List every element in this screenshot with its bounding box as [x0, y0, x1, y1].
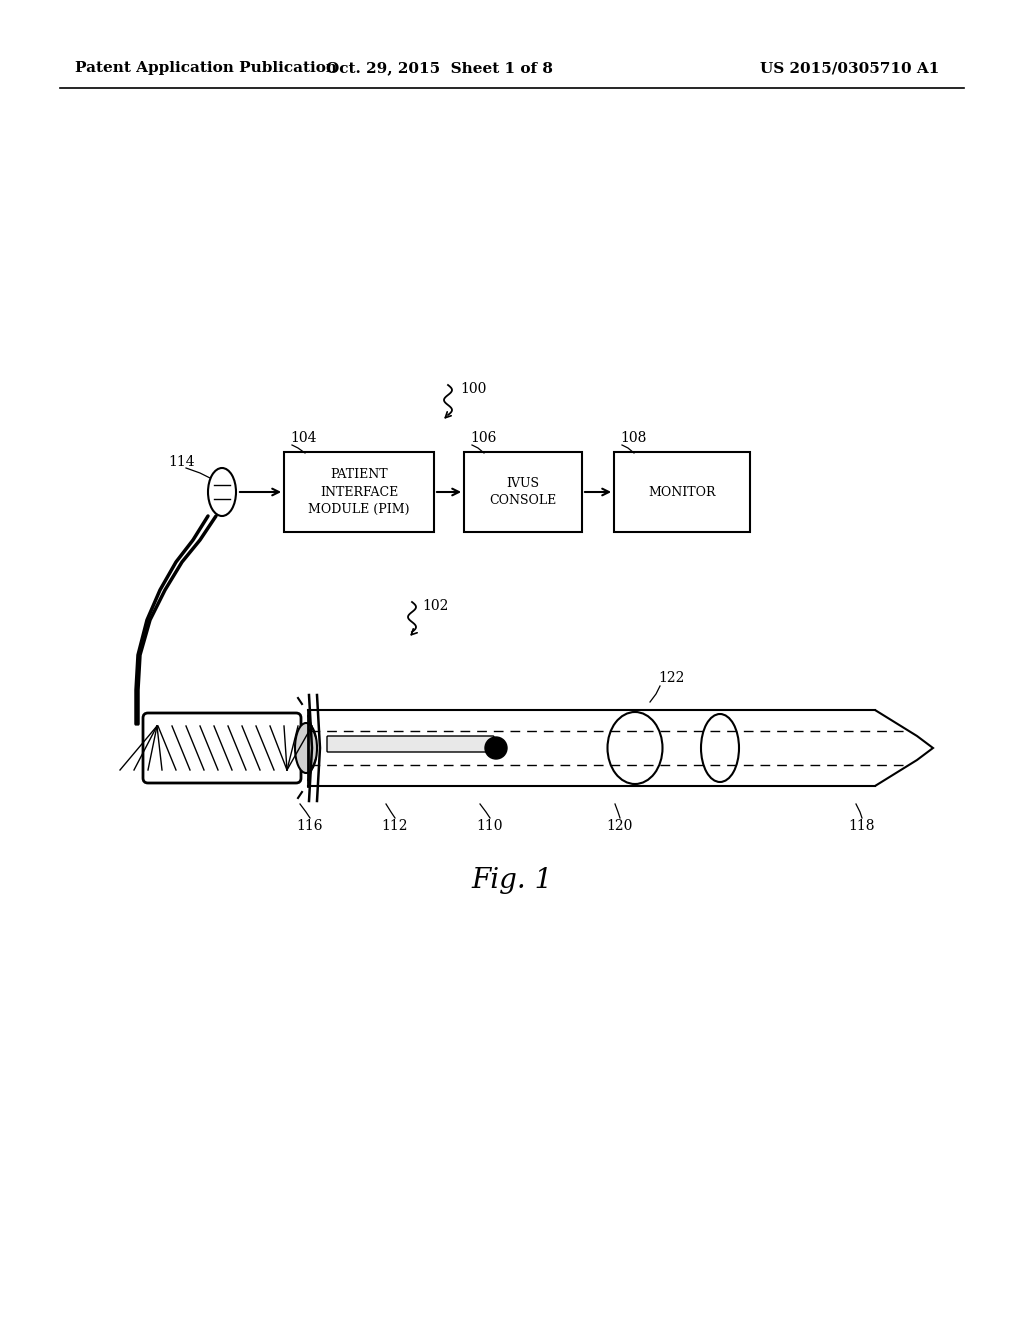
Text: Oct. 29, 2015  Sheet 1 of 8: Oct. 29, 2015 Sheet 1 of 8 [327, 61, 554, 75]
FancyBboxPatch shape [154, 723, 290, 772]
FancyBboxPatch shape [284, 451, 434, 532]
Ellipse shape [295, 723, 317, 774]
Text: 122: 122 [658, 671, 684, 685]
Text: PATIENT
INTERFACE
MODULE (PIM): PATIENT INTERFACE MODULE (PIM) [308, 469, 410, 516]
FancyBboxPatch shape [327, 737, 494, 752]
Text: 114: 114 [168, 455, 195, 469]
FancyBboxPatch shape [464, 451, 582, 532]
Text: 108: 108 [620, 432, 646, 445]
FancyBboxPatch shape [614, 451, 750, 532]
FancyBboxPatch shape [143, 713, 301, 783]
Text: Fig. 1: Fig. 1 [471, 866, 553, 894]
Text: MONITOR: MONITOR [648, 486, 716, 499]
Text: US 2015/0305710 A1: US 2015/0305710 A1 [760, 61, 939, 75]
Text: 118: 118 [849, 818, 876, 833]
Text: 102: 102 [422, 599, 449, 612]
Text: 120: 120 [607, 818, 633, 833]
Text: 116: 116 [297, 818, 324, 833]
Text: 112: 112 [382, 818, 409, 833]
Text: 104: 104 [290, 432, 316, 445]
Text: 100: 100 [460, 381, 486, 396]
Text: 110: 110 [477, 818, 503, 833]
Text: Patent Application Publication: Patent Application Publication [75, 61, 337, 75]
Circle shape [485, 737, 507, 759]
Text: 106: 106 [470, 432, 497, 445]
Text: IVUS
CONSOLE: IVUS CONSOLE [489, 477, 557, 507]
